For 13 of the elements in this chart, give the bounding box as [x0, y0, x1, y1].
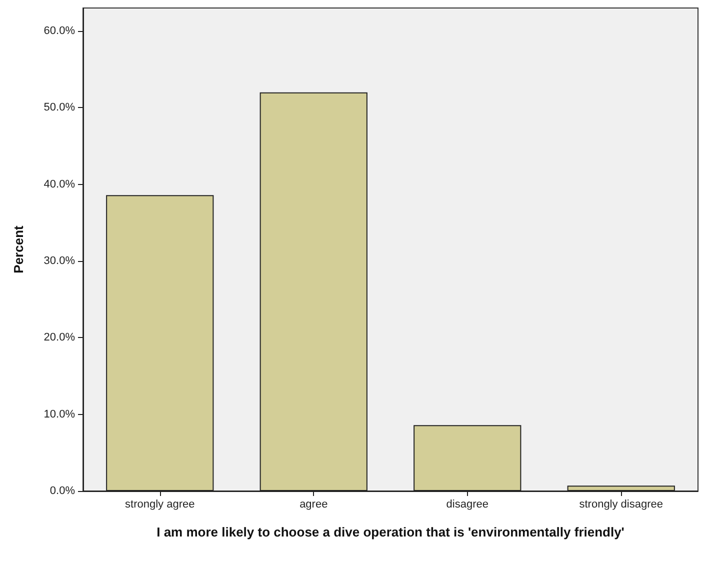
y-tick-label: 20.0% [44, 332, 76, 344]
x-tick-label: disagree [446, 498, 488, 510]
x-axis-title: I am more likely to choose a dive operation that is 'environmentally friendly' [156, 524, 624, 540]
y-tick-label: 50.0% [44, 102, 76, 114]
x-tick-label: strongly disagree [579, 498, 664, 510]
y-tick-label: 40.0% [44, 178, 76, 190]
x-tick-label: strongly agree [125, 498, 195, 510]
x-tick-label: agree [300, 498, 328, 510]
y-tick-label: 60.0% [44, 25, 76, 37]
y-tick-label: 0.0% [50, 485, 76, 497]
y-axis-title: Percent [11, 224, 26, 274]
y-tick-label: 30.0% [44, 255, 76, 267]
y-tick-label: 10.0% [44, 408, 76, 420]
